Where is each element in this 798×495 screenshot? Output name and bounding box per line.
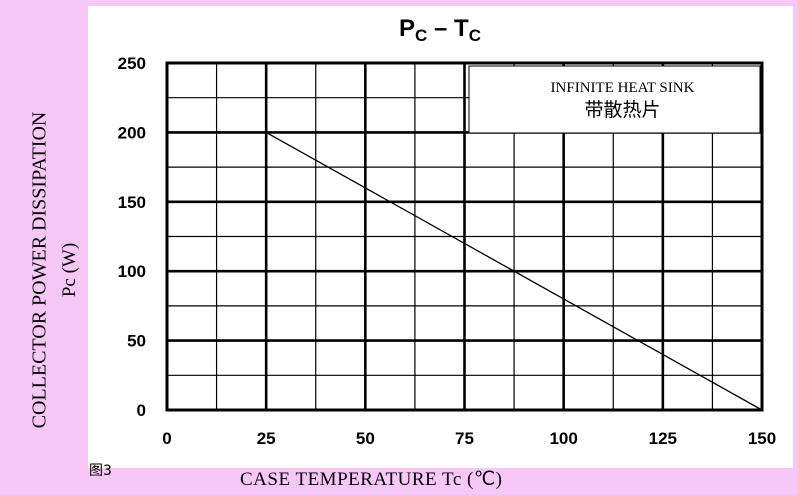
annotation-line-1: INFINITE HEAT SINK xyxy=(551,80,695,96)
y-tick-label: 250 xyxy=(118,54,146,73)
chart-title: PC – TC xyxy=(399,15,481,45)
title-sub-c1: C xyxy=(415,26,427,45)
title-dash: – xyxy=(427,15,454,42)
chart-panel: PC – TC 0 25 50 75 100 125 150 0 50 100 150 200 250 … xyxy=(88,6,793,468)
figure-label: 图3 xyxy=(89,463,112,479)
y-tick-label: 150 xyxy=(118,193,146,212)
y-axis-label-area: COLLECTOR POWER DISSIPATION Pc (W) xyxy=(0,80,81,460)
x-tick-label: 0 xyxy=(162,429,171,448)
annotation-line-2: 带散热片 xyxy=(584,99,660,121)
y-axis-unit-label: Pc (W) xyxy=(59,242,80,298)
title-t: T xyxy=(454,15,469,42)
x-tick-label: 50 xyxy=(356,429,375,448)
y-axis-label: COLLECTOR POWER DISSIPATION xyxy=(28,111,51,429)
annotation-rect xyxy=(468,65,761,134)
chart-svg: PC – TC 0 25 50 75 100 125 150050100150200250 … xyxy=(118,15,777,448)
x-tick-label: 75 xyxy=(455,429,474,448)
x-tick-label: 100 xyxy=(549,429,577,448)
title-p: P xyxy=(399,15,415,42)
x-tick-label: 125 xyxy=(649,429,677,448)
y-tick-label: 50 xyxy=(127,332,146,351)
plot-frame xyxy=(165,61,764,412)
tick-labels: 0 25 50 75 100 125 150 0 50 100 150 200 250 xyxy=(118,54,777,448)
x-tick-label: 25 xyxy=(257,429,276,448)
y-tick-label: 200 xyxy=(118,123,146,142)
x-tick-label: 150 xyxy=(748,429,776,448)
series-line xyxy=(265,131,763,411)
annotation-box: INFINITE HEAT SINK 带散热片 xyxy=(468,65,761,134)
series xyxy=(265,131,763,411)
y-tick-label: 0 xyxy=(137,401,146,420)
y-tick-label: 100 xyxy=(118,262,146,281)
title-sub-c2: C xyxy=(469,26,481,45)
x-axis-label: CASE TEMPERATURE Tc (℃) xyxy=(240,469,503,490)
